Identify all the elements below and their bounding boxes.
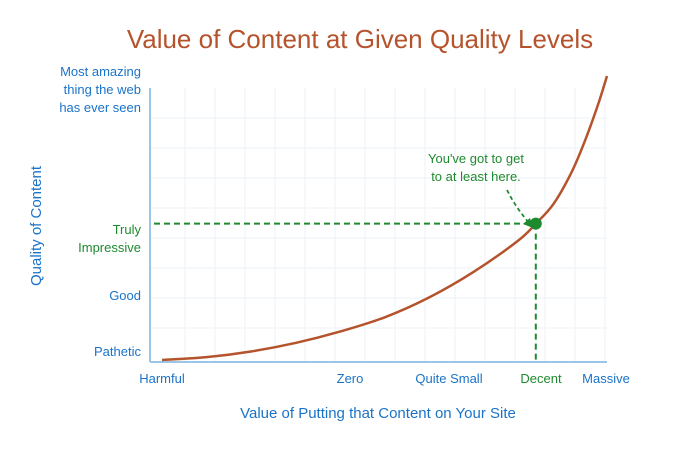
chart-title: Value of Content at Given Quality Levels (127, 24, 593, 54)
annotation-line-1: You've got to get (428, 151, 524, 166)
y-tick-label: Pathetic (94, 344, 141, 359)
y-tick-label: thing the web (64, 82, 141, 97)
annotation-arrow (506, 189, 531, 225)
y-tick-label: Impressive (78, 240, 141, 255)
y-tick-labels: Most amazing thing the web has ever seen Tr… (59, 64, 141, 359)
x-tick-label: Harmful (139, 371, 185, 386)
annotation-line-2: to at least here. (431, 169, 521, 184)
x-tick-label: Quite Small (415, 371, 482, 386)
x-tick-label: Zero (337, 371, 364, 386)
gridlines (150, 88, 607, 362)
y-tick-label: Most amazing (60, 64, 141, 79)
y-tick-label: has ever seen (59, 100, 141, 115)
y-axis-title: Quality of Content (28, 165, 45, 286)
annotation: You've got to get to at least here. (428, 151, 533, 228)
highlight-point (529, 217, 542, 230)
x-axis-title: Value of Putting that Content on Your Si… (240, 405, 516, 422)
y-tick-label: Truly (113, 222, 142, 237)
series-line (161, 75, 609, 362)
x-tick-label: Decent (520, 371, 562, 386)
y-tick-label: Good (109, 288, 141, 303)
x-tick-labels: Harmful Zero Quite Small Decent Massive (139, 371, 630, 386)
reference-lines (154, 222, 537, 362)
x-tick-label: Massive (582, 371, 630, 386)
